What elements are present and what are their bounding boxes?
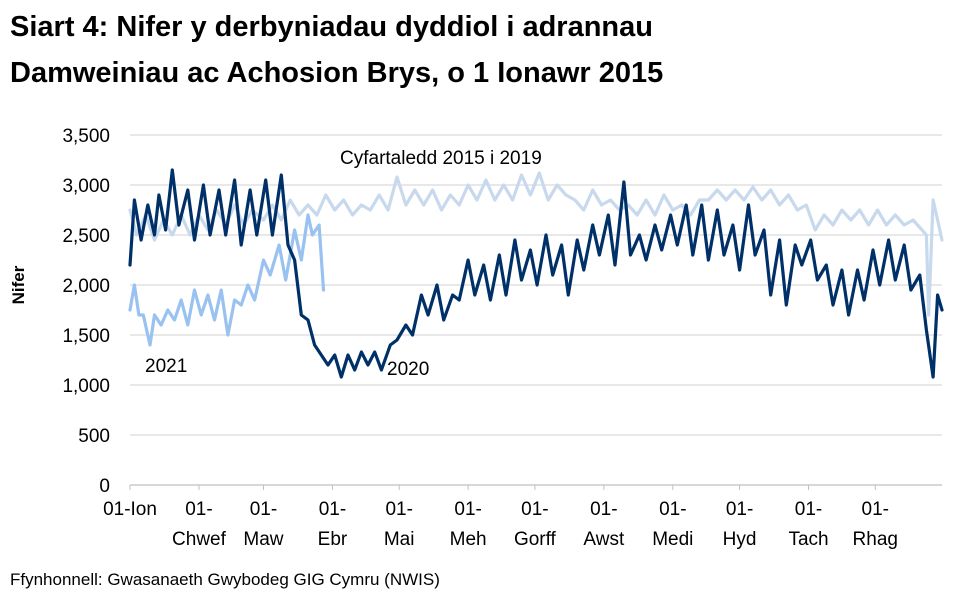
x-tick-label: 01- <box>862 499 889 520</box>
x-tick-label-month: Meh <box>450 529 487 550</box>
chart-title-line-1: Siart 4: Nifer y derbyniadau dyddiol i a… <box>10 11 653 43</box>
series-lines <box>128 168 944 379</box>
x-tick-label-month: Gorff <box>514 529 557 550</box>
chart-title-line-2: Damweiniau ac Achosion Brys, o 1 Ionawr … <box>10 57 664 89</box>
x-tick-label-month: Tach <box>788 529 828 550</box>
x-tick-label: 01-Ion <box>103 499 157 520</box>
chart-title: Siart 4: Nifer y derbyniadau dyddiol i a… <box>10 4 663 96</box>
x-tick-label-month: Rhag <box>853 529 898 550</box>
line-2021 <box>128 213 326 347</box>
y-axis-label: Nifer <box>9 265 28 304</box>
y-tick-label: 2,000 <box>62 276 110 297</box>
x-tick-label-month: Awst <box>583 529 625 550</box>
x-axis-tick-labels: 01-Ion 01- Chwef 01- Maw 01- Ebr 01- Mai 01- Meh 01… <box>103 499 898 550</box>
x-tick-label: 01- <box>659 499 686 520</box>
x-tick-label: 01- <box>319 499 346 520</box>
y-tick-label: 0 <box>99 476 110 497</box>
x-tick-label: 01- <box>590 499 617 520</box>
source-note: Ffynhonnell: Gwasanaeth Gwybodeg GIG Cym… <box>10 570 440 589</box>
y-tick-label: 1,500 <box>62 326 110 347</box>
x-tick-label-month: Mai <box>384 529 415 550</box>
y-tick-label: 3,000 <box>62 176 110 197</box>
y-axis-tick-labels: 0 500 1,000 1,500 2,000 2,500 3,000 3,500 <box>62 126 110 497</box>
x-tick-label-month: Hyd <box>723 529 757 550</box>
x-tick-label: 01- <box>726 499 753 520</box>
x-tick-label: 01- <box>185 499 212 520</box>
gridlines <box>129 134 942 490</box>
x-tick-label: 01- <box>385 499 412 520</box>
x-tick-label: 01- <box>795 499 822 520</box>
x-tick-label: 01- <box>250 499 277 520</box>
x-tick-label-month: Ebr <box>318 529 348 550</box>
series-label-average: Cyfartaledd 2015 i 2019 <box>340 148 542 169</box>
x-tick-label: 01- <box>454 499 481 520</box>
series-label-2021: 2021 <box>145 356 187 377</box>
y-tick-label: 2,500 <box>62 226 110 247</box>
series-label-2020: 2020 <box>387 359 429 380</box>
line-2020 <box>128 168 944 379</box>
x-tick-label: 01- <box>521 499 548 520</box>
y-tick-label: 500 <box>78 426 110 447</box>
y-tick-label: 3,500 <box>62 126 110 147</box>
x-tick-label-month: Maw <box>243 529 283 550</box>
x-tick-label-month: Medi <box>652 529 693 550</box>
y-tick-label: 1,000 <box>62 376 110 397</box>
x-tick-label-month: Chwef <box>172 529 227 550</box>
